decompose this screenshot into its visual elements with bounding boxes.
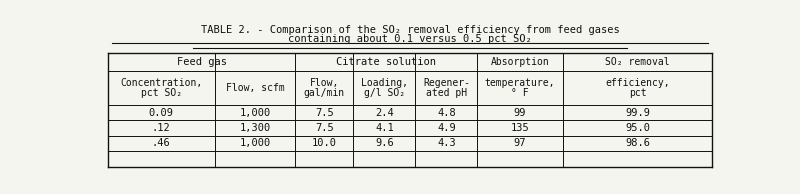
Text: SO₂ removal: SO₂ removal xyxy=(605,57,670,67)
Text: 99: 99 xyxy=(514,108,526,118)
Text: 97: 97 xyxy=(514,138,526,148)
Text: Citrate solution: Citrate solution xyxy=(336,57,436,67)
Text: containing about 0.1 versus 0.5 pct SO₂: containing about 0.1 versus 0.5 pct SO₂ xyxy=(288,34,532,44)
Text: 98.6: 98.6 xyxy=(625,138,650,148)
Text: 1,300: 1,300 xyxy=(239,123,270,133)
Text: 4.3: 4.3 xyxy=(437,138,456,148)
Text: Concentration,: Concentration, xyxy=(120,78,202,88)
Text: 7.5: 7.5 xyxy=(315,123,334,133)
Text: 1,000: 1,000 xyxy=(239,138,270,148)
Text: 4.8: 4.8 xyxy=(437,108,456,118)
Text: pct SO₂: pct SO₂ xyxy=(141,87,182,98)
Text: ° F: ° F xyxy=(511,87,529,98)
Text: g/l SO₂: g/l SO₂ xyxy=(364,87,405,98)
Text: 9.6: 9.6 xyxy=(375,138,394,148)
Text: 95.0: 95.0 xyxy=(625,123,650,133)
Text: Absorption: Absorption xyxy=(490,57,550,67)
Text: 2.4: 2.4 xyxy=(375,108,394,118)
Text: 4.1: 4.1 xyxy=(375,123,394,133)
Text: .12: .12 xyxy=(152,123,170,133)
Text: ated pH: ated pH xyxy=(426,87,467,98)
Text: 10.0: 10.0 xyxy=(312,138,337,148)
Text: temperature,: temperature, xyxy=(485,78,555,88)
Text: pct: pct xyxy=(629,87,646,98)
Text: Feed gas: Feed gas xyxy=(177,57,226,67)
Text: Flow,: Flow, xyxy=(310,78,339,88)
Text: .46: .46 xyxy=(152,138,170,148)
Text: 7.5: 7.5 xyxy=(315,108,334,118)
Text: efficiency,: efficiency, xyxy=(605,78,670,88)
Text: 0.09: 0.09 xyxy=(149,108,174,118)
Text: Flow, scfm: Flow, scfm xyxy=(226,83,284,93)
Text: 1,000: 1,000 xyxy=(239,108,270,118)
Text: Regener-: Regener- xyxy=(423,78,470,88)
Text: 99.9: 99.9 xyxy=(625,108,650,118)
Text: Loading,: Loading, xyxy=(361,78,408,88)
Text: 135: 135 xyxy=(510,123,530,133)
Text: 4.9: 4.9 xyxy=(437,123,456,133)
Text: TABLE 2. - Comparison of the SO₂ removal efficiency from feed gases: TABLE 2. - Comparison of the SO₂ removal… xyxy=(201,25,619,35)
Text: gal/min: gal/min xyxy=(304,87,345,98)
